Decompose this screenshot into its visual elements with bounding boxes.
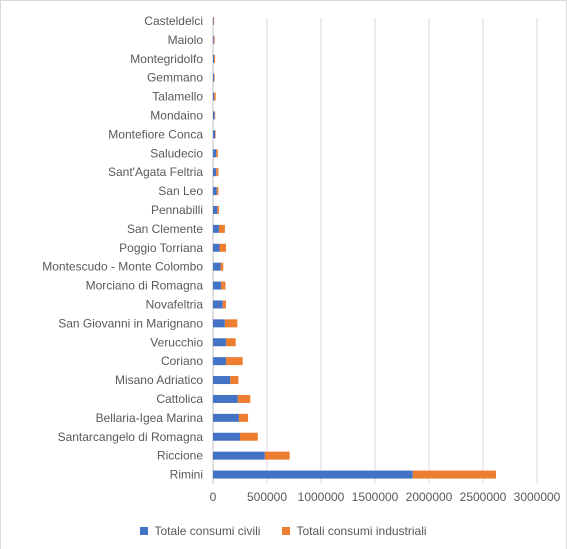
category-label-10: Morciano di Romagna — [86, 279, 204, 293]
category-label-14: Pennabilli — [151, 203, 203, 217]
x-tick-label-6: 3000000 — [514, 490, 561, 504]
category-label-24: Casteldelci — [144, 14, 203, 28]
bar-industriali-4 — [237, 394, 251, 403]
bar-industriali-5 — [230, 376, 239, 385]
bar-civili-1 — [213, 451, 265, 460]
bar-civili-8 — [213, 319, 225, 328]
category-label-1: Riccione — [157, 449, 203, 463]
category-label-19: Mondaino — [150, 108, 203, 122]
bar-civili-4 — [213, 394, 238, 403]
category-label-5: Misano Adriatico — [115, 373, 203, 387]
category-label-2: Santarcangelo di Romagna — [58, 430, 204, 444]
bar-civili-19 — [213, 111, 215, 120]
frame-left-border — [0, 0, 1, 549]
bar-civili-18 — [213, 130, 216, 139]
bar-civili-10 — [213, 281, 222, 290]
category-label-8: San Giovanni in Marignano — [58, 316, 203, 330]
bar-industriali-17 — [216, 149, 218, 158]
category-labels: Rimini Riccione Santarcangelo di Romagna Be… — [42, 14, 203, 482]
bar-industriali-18 — [215, 130, 216, 139]
gridlines — [212, 18, 538, 484]
x-tick-label-5: 2500000 — [460, 490, 507, 504]
category-label-16: Sant'Agata Feltria — [108, 165, 203, 179]
bar-civili-24 — [213, 16, 214, 25]
category-label-17: Saludecio — [150, 146, 203, 160]
bar-civili-0 — [213, 470, 413, 479]
x-tick-label-4: 2000000 — [406, 490, 453, 504]
category-label-22: Montegridolfo — [130, 52, 203, 66]
bar-civili-13 — [213, 224, 219, 233]
bar-industriali-19 — [214, 111, 216, 120]
bar-civili-17 — [213, 149, 217, 158]
bar-industriali-8 — [224, 319, 238, 328]
bar-civili-21 — [213, 73, 215, 82]
bar-civili-15 — [213, 187, 217, 196]
bar-civili-12 — [213, 243, 220, 252]
bar-industriali-0 — [412, 470, 496, 479]
category-label-11: Montescudo - Monte Colombo — [42, 260, 203, 274]
bar-civili-9 — [213, 300, 223, 309]
bar-industriali-12 — [219, 243, 226, 252]
legend-label-civili: Totale consumi civili — [154, 524, 261, 538]
bar-civili-20 — [213, 92, 215, 101]
bar-industriali-6 — [225, 357, 243, 366]
bar-industriali-10 — [221, 281, 226, 290]
category-label-0: Rimini — [170, 468, 203, 482]
frame-top-border — [0, 0, 567, 1]
bar-industriali-20 — [214, 92, 216, 101]
category-label-13: San Clemente — [127, 222, 203, 236]
bar-civili-3 — [213, 413, 239, 422]
bar-industriali-24 — [213, 16, 215, 25]
category-label-6: Coriano — [161, 354, 203, 368]
bar-industriali-7 — [225, 338, 236, 347]
bar-industriali-21 — [214, 73, 215, 82]
bar-industriali-16 — [216, 168, 219, 177]
bar-industriali-22 — [214, 54, 216, 63]
x-axis-ticks: 0 500000 1000000 1500000 2000000 2500000 30000… — [210, 490, 561, 504]
category-label-23: Maiolo — [168, 33, 204, 47]
bar-industriali-14 — [217, 205, 219, 214]
legend-label-industriali: Totali consumi industriali — [296, 524, 427, 538]
legend-swatch-civili — [140, 527, 149, 535]
x-tick-label-3: 1500000 — [352, 490, 399, 504]
x-tick-label-2: 1000000 — [298, 490, 345, 504]
legend-item-industriali: Totali consumi industriali — [282, 524, 427, 538]
bar-industriali-15 — [216, 187, 219, 196]
bar-civili-16 — [213, 168, 217, 177]
bar-industriali-23 — [213, 35, 215, 44]
category-label-21: Gemmano — [147, 71, 203, 85]
legend-item-civili: Totale consumi civili — [140, 524, 260, 538]
x-tick-label-0: 0 — [210, 490, 217, 504]
category-label-7: Verucchio — [150, 335, 203, 349]
bar-industriali-13 — [218, 224, 225, 233]
bar-civili-11 — [213, 262, 221, 271]
bar-industriali-2 — [240, 432, 258, 441]
bar-industriali-11 — [220, 262, 224, 271]
category-label-9: Novafeltria — [146, 297, 204, 311]
legend: Totale consumi civili Totali consumi ind… — [0, 520, 567, 542]
bar-civili-23 — [213, 35, 214, 44]
bars — [213, 16, 496, 479]
category-label-15: San Leo — [158, 184, 203, 198]
bar-industriali-1 — [264, 451, 290, 460]
category-label-20: Talamello — [152, 90, 203, 104]
bar-civili-7 — [213, 338, 226, 347]
category-label-12: Poggio Torriana — [119, 241, 203, 255]
bar-civili-22 — [213, 54, 215, 63]
bar-civili-2 — [213, 432, 240, 441]
legend-swatch-industriali — [282, 527, 291, 535]
category-label-3: Bellaria-Igea Marina — [96, 411, 204, 425]
bar-civili-5 — [213, 376, 231, 385]
bar-industriali-9 — [222, 300, 226, 309]
bar-industriali-3 — [238, 413, 249, 422]
category-label-18: Montefiore Conca — [108, 127, 203, 141]
bar-civili-6 — [213, 357, 226, 366]
x-tick-label-1: 500000 — [247, 490, 287, 504]
bar-civili-14 — [213, 205, 218, 214]
category-label-4: Cattolica — [156, 392, 203, 406]
